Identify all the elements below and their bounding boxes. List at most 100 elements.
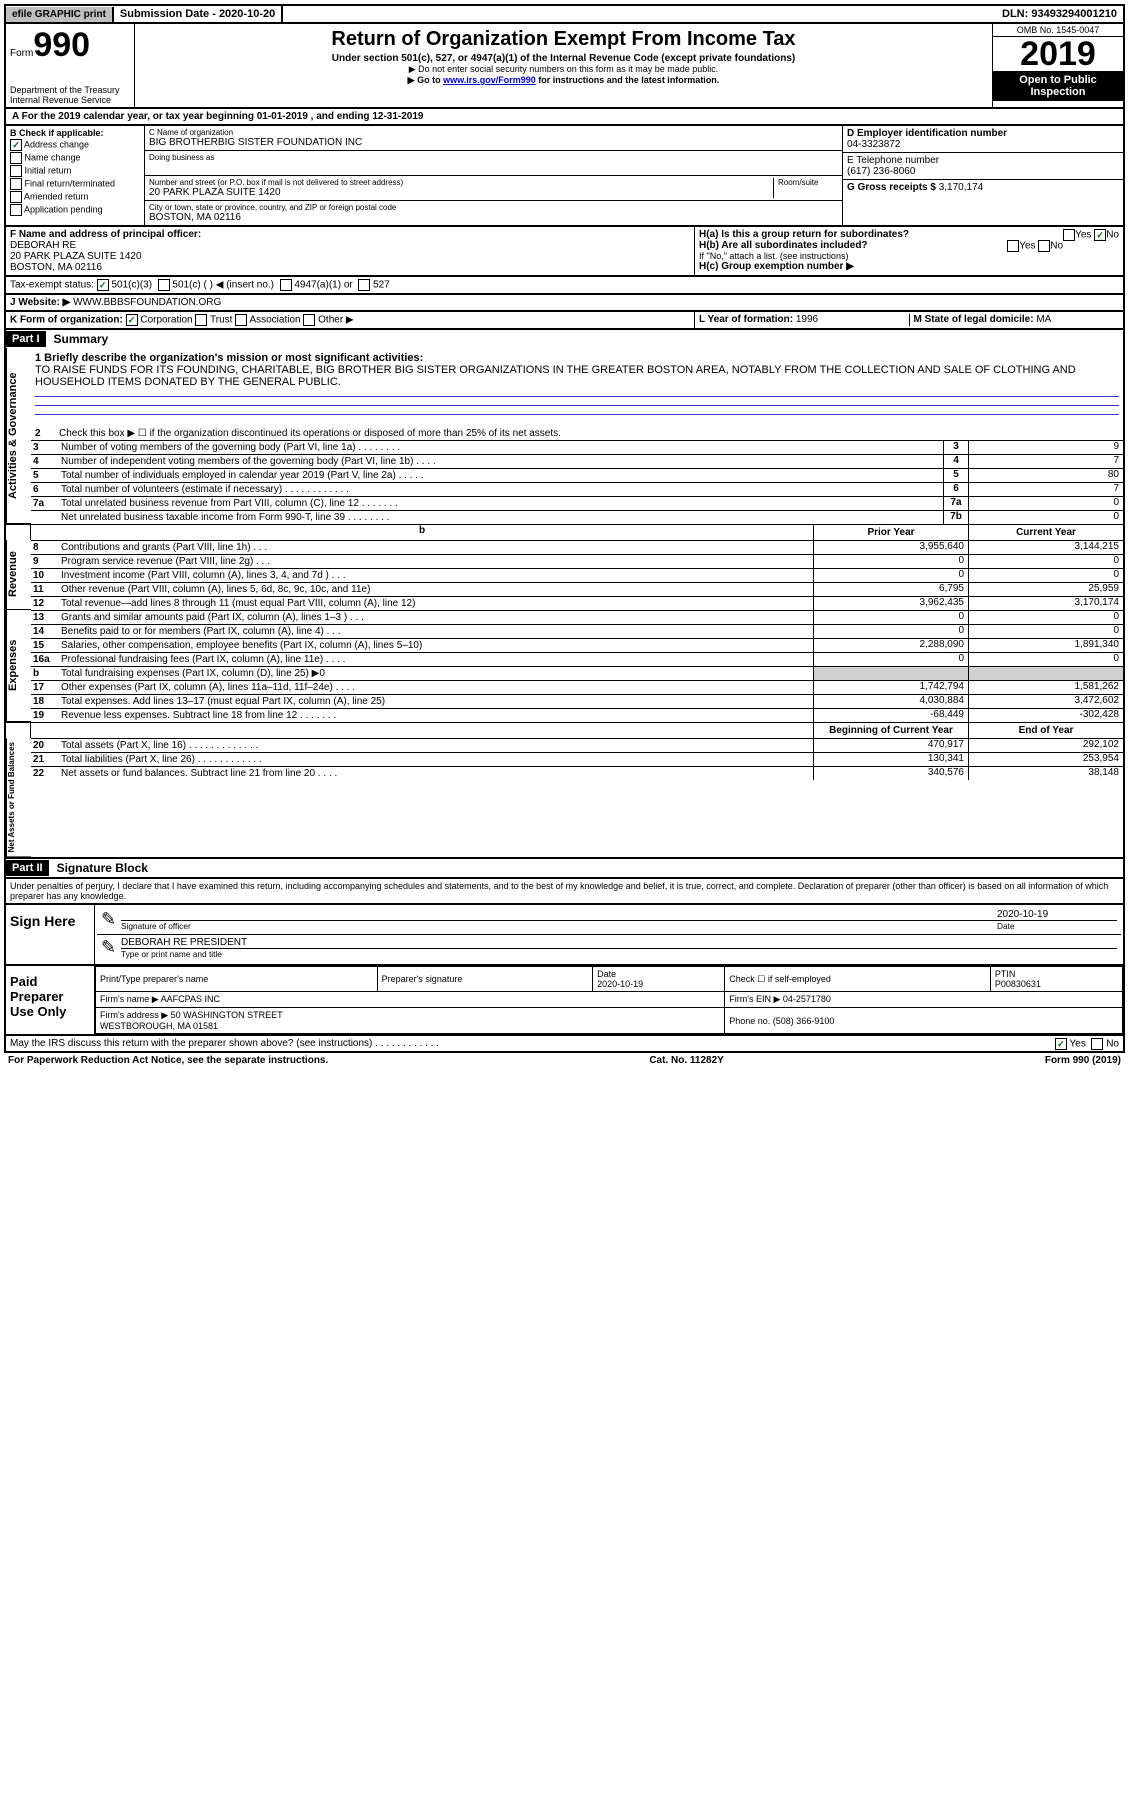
side-governance: Activities & Governance (6, 348, 31, 524)
firm-ein: 04-2571780 (783, 994, 831, 1004)
part1-label: Summary (46, 330, 117, 348)
firm-addr2: WESTBOROUGH, MA 01581 (100, 1021, 218, 1031)
ptin-cell: PTINP00830631 (990, 967, 1122, 992)
preparer-block: Paid Preparer Use Only Print/Type prepar… (4, 966, 1125, 1036)
row-fh: F Name and address of principal officer:… (4, 227, 1125, 277)
ha-label: H(a) Is this a group return for subordin… (699, 229, 909, 240)
box-m: M State of legal domicile: MA (910, 314, 1120, 326)
current-val: 0 (968, 555, 1123, 568)
website-value: WWW.BBBSFOUNDATION.ORG (73, 297, 221, 308)
hc-row: H(c) Group exemption number ▶ (699, 261, 1119, 272)
prior-val (813, 667, 968, 680)
prep-date: 2020-10-19 (597, 979, 643, 989)
line-desc: Total number of individuals employed in … (59, 469, 943, 482)
begin-year-col: Beginning of Current Year (813, 723, 968, 738)
prior-val: 0 (813, 611, 968, 624)
line-num: 18 (31, 695, 59, 708)
checkbox-icon[interactable] (1063, 229, 1075, 241)
line-desc: Total expenses. Add lines 13–17 (must eq… (59, 695, 813, 708)
checkbox-icon (10, 178, 22, 190)
checkbox-icon[interactable] (303, 314, 315, 326)
box-lm: L Year of formation: 1996 M State of leg… (695, 312, 1123, 328)
line-desc: Total liabilities (Part X, line 26) . . … (59, 753, 813, 766)
table-row: 8 Contributions and grants (Part VIII, l… (31, 540, 1123, 554)
irs-link[interactable]: www.irs.gov/Form990 (443, 75, 536, 85)
penalty-text: Under penalties of perjury, I declare th… (4, 879, 1125, 905)
line-desc: Revenue less expenses. Subtract line 18 … (59, 709, 813, 722)
boxk-label: K Form of organization: (10, 315, 123, 326)
prior-val: 3,962,435 (813, 597, 968, 610)
checkbox-icon[interactable] (158, 279, 170, 291)
checkbox-icon[interactable] (1038, 240, 1050, 252)
line-num: 15 (31, 639, 59, 652)
ptin-label: PTIN (995, 969, 1016, 979)
checkbox-icon (10, 204, 22, 216)
current-val: 3,170,174 (968, 597, 1123, 610)
table-row: 9 Program service revenue (Part VIII, li… (31, 554, 1123, 568)
checkbox-icon[interactable] (126, 314, 138, 326)
table-row: b Total fundraising expenses (Part IX, c… (31, 666, 1123, 680)
check-addr-change[interactable]: Address change (10, 139, 140, 151)
checkbox-icon[interactable] (280, 279, 292, 291)
mission-label: 1 Briefly describe the organization's mi… (35, 352, 423, 364)
checkbox-icon[interactable] (195, 314, 207, 326)
check-name-change[interactable]: Name change (10, 152, 140, 164)
ptin-value: P00830631 (995, 979, 1041, 989)
tax-exempt-status: Tax-exempt status: 501(c)(3) 501(c) ( ) … (6, 277, 1123, 293)
line-num: 5 (31, 469, 59, 482)
box-l: L Year of formation: 1996 (699, 314, 910, 326)
501c3-label: 501(c)(3) (111, 280, 152, 291)
preparer-right: Print/Type preparer's name Preparer's si… (95, 966, 1123, 1034)
form-title: Return of Organization Exempt From Incom… (137, 28, 990, 51)
summary-body: Activities & Governance 1 Briefly descri… (6, 348, 1123, 524)
line-num: 22 (31, 767, 59, 780)
prior-val: -68,449 (813, 709, 968, 722)
firm-ein-label: Firm's EIN ▶ (729, 994, 783, 1004)
current-val: 253,954 (968, 753, 1123, 766)
check-pending[interactable]: Application pending (10, 204, 140, 216)
line-num: 12 (31, 597, 59, 610)
checkbox-icon[interactable] (235, 314, 247, 326)
line-num: 9 (31, 555, 59, 568)
line-num: 20 (31, 739, 59, 752)
addr-change-label: Address change (24, 139, 89, 149)
firm-ein-cell: Firm's EIN ▶ 04-2571780 (725, 992, 1123, 1008)
form-subtitle: Under section 501(c), 527, or 4947(a)(1)… (137, 53, 990, 64)
checkbox-icon[interactable] (358, 279, 370, 291)
checkbox-icon[interactable] (97, 279, 109, 291)
header-right: OMB No. 1545-0047 2019 Open to Public In… (992, 24, 1123, 107)
line-desc: Contributions and grants (Part VIII, lin… (59, 541, 813, 554)
firm-phone-cell: Phone no. (508) 366-9100 (725, 1008, 1123, 1034)
501c-label: 501(c) ( ) ◀ (insert no.) (172, 280, 274, 291)
table-row: Net unrelated business taxable income fr… (31, 510, 1123, 524)
website-row: J Website: ▶ WWW.BBBSFOUNDATION.ORG (6, 295, 1123, 310)
checkbox-icon[interactable] (1091, 1038, 1103, 1050)
part2-label: Signature Block (49, 859, 156, 877)
inspection-label: Open to Public Inspection (993, 71, 1123, 101)
room-label: Room/suite (778, 178, 838, 187)
boxb-label: B Check if applicable: (10, 128, 104, 138)
box-b: B Check if applicable: Address change Na… (6, 126, 145, 225)
current-val: 3,472,602 (968, 695, 1123, 708)
netassets-section: Net Assets or Fund Balances 20 Total ass… (6, 738, 1123, 857)
line-desc: Other revenue (Part VIII, column (A), li… (59, 583, 813, 596)
footer-mid: Cat. No. 11282Y (649, 1055, 723, 1066)
check-final[interactable]: Final return/terminated (10, 178, 140, 190)
box-h: H(a) Is this a group return for subordin… (695, 227, 1123, 275)
city-state-zip: BOSTON, MA 02116 (149, 212, 241, 223)
no-label: No (1050, 241, 1063, 252)
line2-text: Check this box ▶ ☐ if the organization d… (59, 428, 1119, 439)
table-row: 19 Revenue less expenses. Subtract line … (31, 708, 1123, 722)
preparer-row: Paid Preparer Use Only Print/Type prepar… (6, 966, 1123, 1034)
no-label: No (1106, 230, 1119, 241)
check-initial[interactable]: Initial return (10, 165, 140, 177)
line-num: 19 (31, 709, 59, 722)
checkbox-icon[interactable] (1007, 240, 1019, 252)
efile-button[interactable]: efile GRAPHIC print (6, 7, 114, 22)
checkbox-icon[interactable] (1094, 229, 1106, 241)
officer-name: DEBORAH RE (10, 240, 76, 251)
checkbox-icon[interactable] (1055, 1038, 1067, 1050)
check-amended[interactable]: Amended return (10, 191, 140, 203)
state-domicile: MA (1036, 314, 1051, 325)
table-row: 11 Other revenue (Part VIII, column (A),… (31, 582, 1123, 596)
